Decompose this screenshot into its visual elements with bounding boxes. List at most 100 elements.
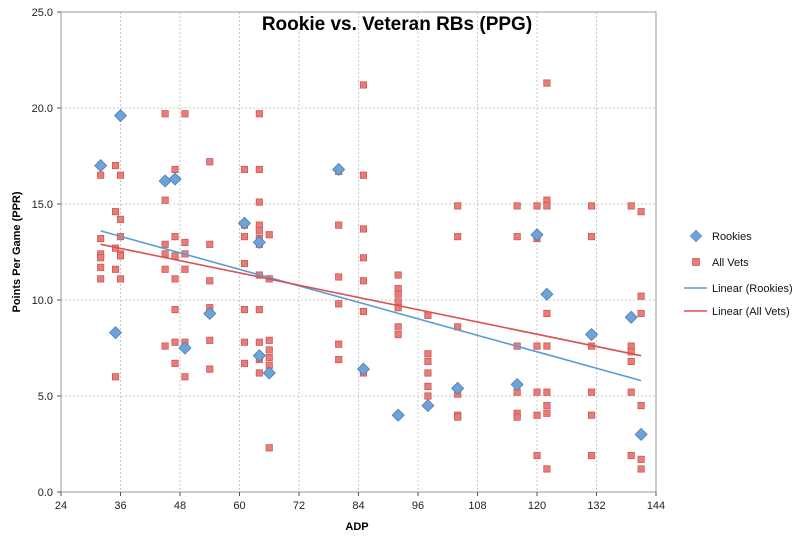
legend-rookies-marker: [689, 229, 703, 243]
chart-title: Rookie vs. Veteran RBs (PPG): [262, 14, 532, 35]
data-point-all-vets: [335, 300, 343, 308]
data-point-all-vets: [637, 208, 645, 216]
data-point-all-vets: [627, 202, 635, 210]
data-point-all-vets: [587, 233, 596, 241]
trendlines: [100, 230, 642, 382]
data-point-all-vets: [111, 208, 120, 216]
data-point-all-vets: [171, 338, 179, 346]
data-point-all-vets: [255, 198, 263, 206]
data-point-all-vets: [255, 369, 263, 377]
data-point-all-vets: [171, 359, 179, 367]
data-point-all-vets: [255, 338, 263, 346]
data-point-all-vets: [394, 271, 402, 279]
data-point-rookies: [510, 377, 524, 392]
data-point-all-vets: [543, 79, 551, 87]
data-point-all-vets: [240, 259, 249, 268]
y-tick-label: 5.0: [38, 391, 53, 403]
series-rookies: [94, 109, 648, 441]
data-point-all-vets: [265, 231, 273, 239]
data-point-all-vets: [97, 263, 105, 271]
data-point-all-vets: [111, 373, 120, 381]
data-point-rookies: [203, 306, 217, 321]
data-point-all-vets: [543, 388, 551, 396]
data-point-all-vets: [637, 309, 645, 317]
data-point-all-vets: [627, 451, 635, 460]
data-point-rookies: [421, 399, 435, 413]
x-tick-label: 120: [528, 500, 546, 512]
data-point-all-vets: [637, 455, 645, 463]
data-point-all-vets: [97, 235, 105, 243]
x-tick-label: 72: [293, 500, 305, 512]
data-point-all-vets: [533, 342, 541, 350]
data-point-all-vets: [240, 306, 249, 314]
data-point-all-vets: [359, 254, 368, 262]
y-tick-label: 20.0: [32, 103, 53, 115]
data-point-all-vets: [161, 110, 169, 118]
data-point-rookies: [391, 408, 405, 422]
data-point-rookies: [262, 366, 276, 380]
y-axis-label: Points Per Game (PPR): [11, 191, 23, 312]
legend-item-linear-rookies: Linear (Rookies): [684, 283, 793, 295]
data-point-all-vets: [240, 233, 249, 241]
legend-item-linear-all-vets: Linear (All Vets): [684, 306, 790, 318]
x-tick-label: 144: [647, 500, 665, 512]
data-point-rookies: [113, 109, 128, 123]
x-axis-label: ADP: [345, 521, 368, 533]
grid-lines: [61, 12, 656, 492]
data-point-all-vets: [111, 162, 120, 170]
data-point-all-vets: [454, 202, 462, 210]
data-point-all-vets: [240, 165, 249, 173]
data-point-all-vets: [161, 250, 169, 258]
data-point-rookies: [108, 326, 123, 340]
data-point-all-vets: [181, 238, 189, 246]
data-point-all-vets: [543, 342, 551, 350]
data-point-all-vets: [454, 233, 462, 241]
data-point-all-vets: [206, 336, 214, 344]
data-point-all-vets: [454, 413, 462, 421]
data-point-all-vets: [424, 357, 432, 365]
data-point-all-vets: [181, 110, 189, 118]
data-point-all-vets: [424, 382, 432, 390]
data-point-all-vets: [533, 411, 541, 419]
data-point-all-vets: [206, 158, 214, 166]
data-point-all-vets: [627, 348, 635, 356]
data-point-all-vets: [587, 411, 596, 419]
legend-trend-vets-label: Linear (All Vets): [712, 306, 790, 318]
x-tick-label: 84: [352, 500, 364, 512]
data-point-all-vets: [533, 388, 541, 396]
data-point-all-vets: [627, 357, 635, 365]
data-point-all-vets: [116, 171, 125, 179]
data-point-all-vets: [206, 277, 214, 285]
trendline-all-vets: [100, 243, 642, 357]
legend: Rookies All Vets Linear (Rookies) Linear…: [684, 229, 793, 318]
data-point-all-vets: [171, 275, 179, 283]
data-point-all-vets: [533, 202, 541, 210]
data-point-all-vets: [335, 221, 343, 229]
data-point-all-vets: [97, 275, 105, 283]
data-point-all-vets: [637, 402, 645, 410]
data-point-all-vets: [116, 215, 125, 223]
data-point-all-vets: [335, 355, 343, 364]
data-point-all-vets: [335, 273, 343, 281]
data-point-all-vets: [543, 309, 551, 317]
data-point-all-vets: [240, 359, 249, 367]
data-point-all-vets: [424, 369, 432, 377]
data-point-all-vets: [161, 265, 169, 273]
x-axis-ticks: 24 36 48 60 72 84 96 108 120 132 144: [55, 492, 665, 512]
data-point-all-vets: [543, 409, 551, 417]
data-point-rookies: [451, 381, 465, 395]
data-point-all-vets: [513, 202, 521, 210]
data-point-rookies: [634, 427, 648, 441]
legend-rookies-label: Rookies: [712, 231, 752, 243]
data-point-all-vets: [181, 265, 189, 273]
legend-vets-marker: [692, 258, 700, 266]
data-point-all-vets: [161, 342, 169, 350]
data-point-all-vets: [587, 388, 596, 396]
series-all-vets: [97, 79, 645, 473]
data-point-all-vets: [111, 265, 120, 273]
data-point-all-vets: [255, 110, 263, 118]
data-point-rookies: [252, 235, 266, 249]
data-point-all-vets: [206, 240, 214, 248]
